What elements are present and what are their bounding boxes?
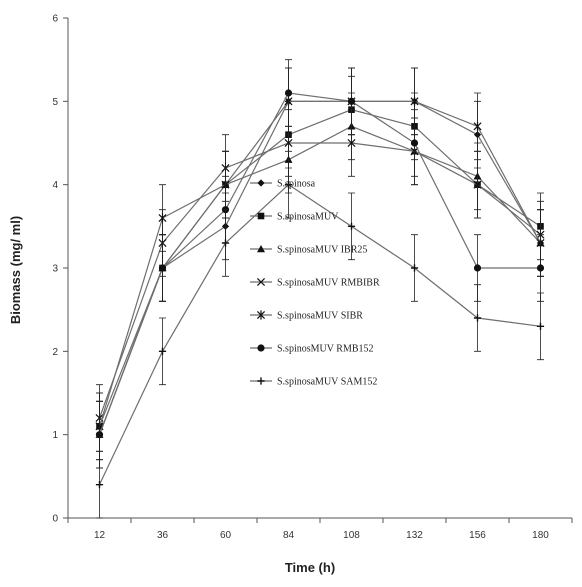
y-axis-title: Biomass (mg/ ml)	[8, 216, 23, 324]
data-point	[95, 431, 104, 439]
legend-marker	[257, 377, 265, 385]
series-star	[95, 67, 545, 461]
data-point	[284, 181, 293, 189]
y-tick-label: 1	[52, 430, 58, 441]
series-circle	[95, 59, 545, 469]
x-axis-title: Time (h)	[285, 560, 335, 575]
legend-label: S.spinosaMUV IBR25	[277, 245, 367, 256]
legend-label: S.spinosa	[277, 179, 316, 190]
data-point	[284, 138, 293, 148]
legend-marker	[257, 179, 265, 187]
data-point	[410, 139, 419, 147]
legend-marker	[256, 310, 266, 320]
series-line	[98, 92, 541, 435]
legend-marker	[257, 245, 265, 253]
x-tick-label: 12	[94, 530, 106, 541]
data-point	[473, 180, 482, 189]
legend-item: S.spinosaMUV	[250, 212, 339, 223]
x-tick-label: 180	[532, 530, 549, 541]
series-line	[98, 183, 541, 485]
series-plus	[95, 150, 545, 519]
x-tick-label: 84	[283, 530, 295, 541]
data-point	[473, 121, 482, 131]
legend-label: S.spinosaMUV RMBIBR	[277, 278, 380, 289]
data-point	[410, 264, 419, 272]
data-point	[347, 222, 356, 230]
legend-item: S.spinosMUV RMB152	[250, 344, 374, 355]
legend-label: S.spinosaMUV SAM152	[277, 377, 377, 388]
y-tick-label: 4	[52, 180, 58, 191]
series-line	[98, 100, 542, 427]
x-tick-label: 36	[157, 530, 169, 541]
data-point	[158, 213, 167, 223]
legend-item: S.spinosaMUV SAM152	[250, 377, 377, 388]
data-point	[473, 264, 482, 272]
legend-item: S.spinosaMUV IBR25	[250, 245, 367, 256]
data-point	[536, 264, 545, 272]
y-tick-label: 0	[52, 514, 58, 525]
legend-item: S.spinosaMUV RMBIBR	[250, 278, 380, 289]
legend-item: S.spinosaMUV SIBR	[250, 310, 363, 322]
data-point	[95, 481, 104, 489]
legend-marker	[256, 277, 266, 287]
data-point	[347, 97, 356, 105]
data-point	[158, 264, 167, 272]
series-layer	[95, 59, 545, 519]
data-point	[347, 138, 356, 148]
y-tick-label: 5	[52, 97, 58, 108]
x-tick-label: 60	[220, 530, 232, 541]
legend: S.spinosa S.spinosaMUV S.spinosaMUV IBR25 S…	[250, 179, 380, 388]
x-tick-label: 156	[469, 530, 486, 541]
data-point	[221, 239, 230, 247]
legend-label: S.spinosMUV RMB152	[277, 344, 374, 355]
x-tick-label: 108	[343, 530, 360, 541]
x-tick-label: 132	[406, 530, 423, 541]
legend-marker	[257, 212, 265, 220]
legend-item: S.spinosa	[250, 179, 316, 190]
data-point	[536, 322, 545, 330]
series-line	[98, 142, 541, 419]
legend-marker	[257, 344, 265, 352]
y-tick-label: 6	[52, 14, 58, 25]
data-point	[410, 96, 419, 106]
data-point	[473, 314, 482, 322]
legend-label: S.spinosaMUV SIBR	[277, 311, 363, 322]
legend-label: S.spinosaMUV	[277, 212, 339, 223]
y-tick-label: 3	[52, 264, 58, 275]
data-point	[158, 347, 167, 355]
y-tick-label: 2	[52, 347, 58, 358]
data-point	[284, 89, 293, 97]
